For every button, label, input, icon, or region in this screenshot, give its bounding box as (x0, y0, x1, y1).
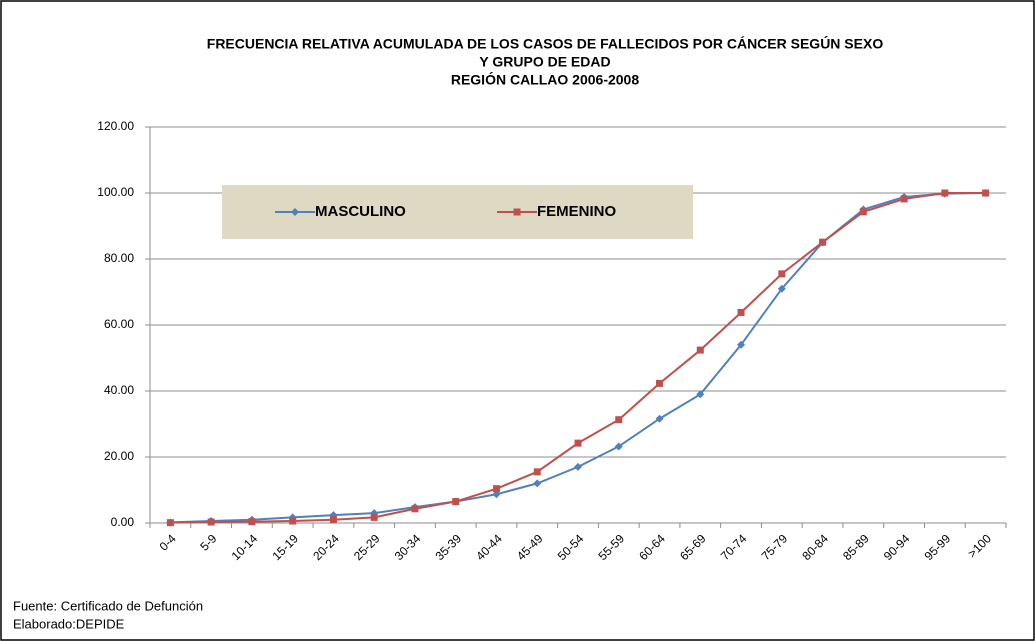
y-tick-label: 40.00 (104, 383, 134, 397)
point (737, 308, 745, 316)
chart-title: FRECUENCIA RELATIVA ACUMULADA DE LOS CAS… (207, 35, 884, 52)
point (655, 414, 664, 423)
chart-title: REGIÓN CALLAO 2006-2008 (451, 71, 639, 88)
source-note: Elaborado:DEPIDE (13, 616, 125, 631)
y-tick-label: 0.00 (111, 515, 135, 529)
point (656, 379, 664, 387)
legend-marker (513, 208, 521, 216)
y-tick-label: 20.00 (104, 449, 134, 463)
point (615, 416, 623, 424)
point (900, 195, 908, 203)
point (289, 517, 297, 525)
point (941, 189, 949, 197)
point (696, 390, 705, 399)
point (737, 340, 746, 349)
source-note: Fuente: Certificado de Defunción (13, 598, 203, 613)
point (574, 462, 582, 471)
point (696, 346, 704, 354)
point (492, 490, 501, 499)
point (859, 208, 867, 216)
legend-label: FEMENINO (537, 203, 617, 220)
y-tick-label: 120.00 (97, 119, 134, 133)
point (574, 439, 582, 447)
point (982, 189, 990, 197)
y-tick-label: 100.00 (97, 185, 134, 199)
point (614, 442, 623, 451)
y-tick-label: 80.00 (104, 251, 134, 265)
point (778, 270, 786, 278)
point (248, 518, 256, 526)
point (411, 505, 419, 513)
point (819, 238, 827, 246)
point (452, 498, 460, 506)
point (533, 479, 542, 488)
legend-marker (291, 208, 299, 216)
y-tick-label: 60.00 (104, 317, 134, 331)
point (533, 468, 541, 476)
point (492, 485, 500, 493)
point (207, 518, 215, 526)
point (370, 513, 378, 521)
point (777, 284, 786, 293)
chart-title: Y GRUPO DE EDAD (479, 54, 610, 70)
point (329, 516, 337, 524)
point (166, 519, 174, 527)
legend-label: MASCULINO (315, 203, 406, 220)
